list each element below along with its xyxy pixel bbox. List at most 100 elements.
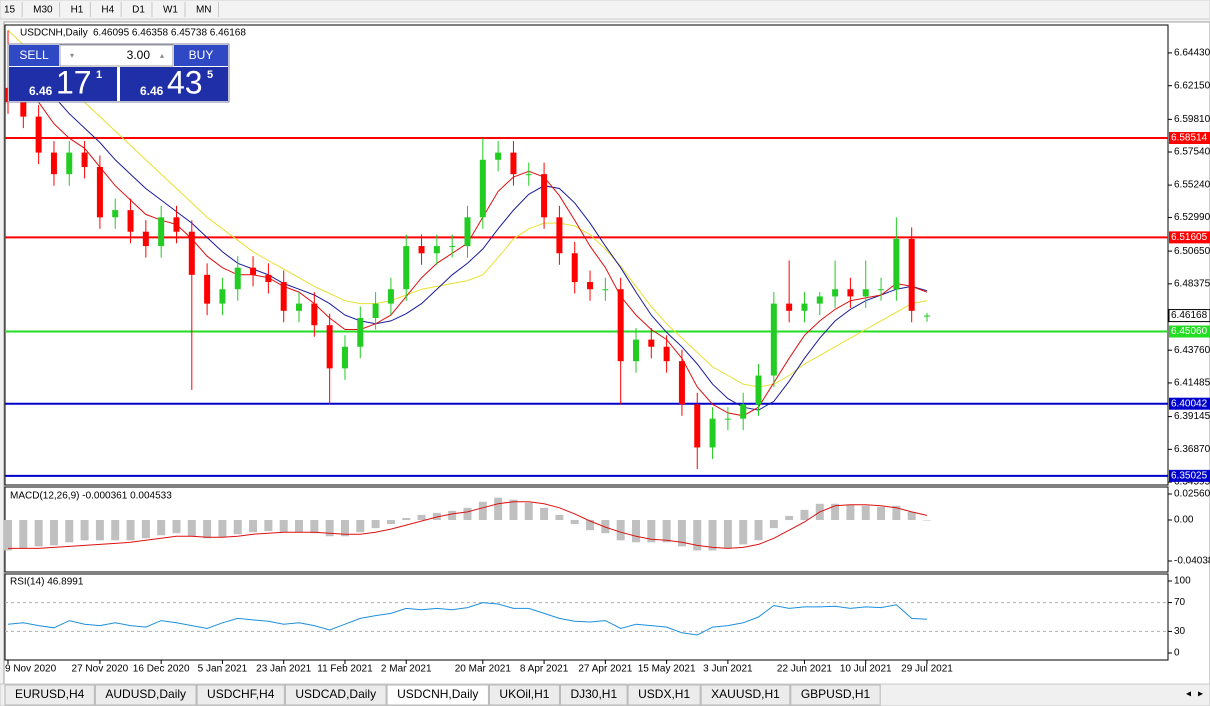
candle-body (525, 174, 532, 176)
histogram-bar (723, 520, 732, 549)
histogram-bar (264, 520, 273, 532)
y-tick-label: 100 (1174, 576, 1191, 587)
x-tick-label: 15 May 2021 (638, 664, 696, 675)
candle-body (862, 289, 869, 297)
sell-label[interactable]: SELL (19, 48, 49, 62)
buy-label[interactable]: BUY (189, 48, 214, 62)
histogram-bar (95, 520, 104, 541)
candle-body (648, 339, 655, 347)
tab-label[interactable]: AUDUSD,Daily (105, 687, 186, 701)
lot-up[interactable]: ▴ (160, 51, 164, 60)
scroll-right[interactable]: ▸ (1198, 689, 1203, 700)
candle-body (173, 217, 180, 232)
level-label-bg (1169, 231, 1210, 244)
tab-label[interactable]: XAUUSD,H1 (711, 687, 780, 701)
candle-body (632, 339, 639, 362)
histogram-bar (172, 520, 181, 534)
tab-label[interactable]: EURUSD,H4 (15, 687, 85, 701)
timeframe-button[interactable]: H4 (101, 5, 114, 16)
indicator-title: RSI(14) 46.8991 (10, 577, 84, 588)
candle-body (433, 246, 440, 254)
histogram-bar (616, 520, 625, 541)
tab-label[interactable]: USDCHF,H4 (207, 687, 275, 701)
histogram-bar (524, 502, 533, 521)
candle-body (341, 346, 348, 369)
candle-body (142, 231, 149, 247)
bid-pips[interactable]: 17 (56, 64, 92, 100)
candle-body (403, 246, 410, 290)
tab-label[interactable]: UKOil,H1 (499, 687, 549, 701)
tab[interactable] (4, 684, 95, 706)
tab[interactable] (488, 684, 560, 706)
candle-body (296, 303, 303, 311)
candle-body (158, 217, 165, 247)
level-label-bg (1169, 325, 1210, 338)
ask-box[interactable] (120, 67, 228, 101)
candle-body (50, 152, 57, 175)
histogram-bar (432, 512, 441, 521)
candle-body (127, 210, 134, 232)
timeframe-button[interactable]: 15 (4, 5, 16, 16)
x-tick-label: 22 Jun 2021 (777, 664, 832, 675)
histogram-bar (923, 520, 931, 521)
lot-down[interactable]: ▾ (70, 51, 74, 60)
candle-body (479, 159, 486, 218)
histogram-bar (861, 505, 870, 521)
tab[interactable] (700, 684, 791, 706)
bid-box[interactable] (9, 67, 117, 101)
x-tick-label: 3 Jun 2021 (703, 664, 753, 675)
buy-button[interactable] (174, 45, 228, 66)
tab[interactable] (94, 684, 197, 706)
candle-body (541, 174, 548, 218)
candle-body (265, 274, 272, 283)
lot-field[interactable] (59, 44, 174, 67)
histogram-bar (402, 517, 411, 521)
bid-point[interactable]: 1 (96, 69, 102, 81)
timeframe-button[interactable]: M30 (33, 5, 53, 16)
histogram-bar (586, 520, 595, 531)
level-label-bg (1169, 469, 1210, 482)
candle-body (250, 267, 257, 275)
histogram-bar (340, 520, 349, 537)
tab[interactable] (386, 684, 489, 706)
tab-label[interactable]: GBPUSD,H1 (801, 687, 871, 701)
tab-label[interactable]: USDCAD,Daily (295, 687, 376, 701)
current-price-bg (1168, 309, 1210, 323)
timeframe-button[interactable]: W1 (163, 5, 178, 16)
histogram-bar (448, 510, 457, 521)
tab-label[interactable]: DJ30,H1 (570, 687, 617, 701)
tab[interactable] (627, 684, 701, 706)
timeframe-button[interactable]: H1 (71, 5, 84, 16)
candle-body (709, 418, 716, 448)
candle-body (678, 361, 685, 405)
ask-point[interactable]: 5 (207, 69, 213, 81)
timeframe-button[interactable]: D1 (132, 5, 145, 16)
histogram-bar (785, 515, 794, 521)
tab[interactable] (196, 684, 285, 706)
sell-button[interactable] (9, 45, 59, 66)
lot-value[interactable]: 3.00 (127, 48, 151, 62)
candle-body (663, 346, 670, 362)
timeframe-button[interactable]: MN (196, 5, 212, 16)
moving-average (7, 44, 928, 411)
histogram-bar (555, 514, 564, 521)
histogram-bar (19, 520, 28, 549)
ask-big[interactable]: 6.46 (140, 84, 164, 98)
candle-body (602, 289, 609, 291)
tab-label[interactable]: USDX,H1 (638, 687, 690, 701)
candle-body (234, 267, 241, 290)
histogram-bar (203, 520, 212, 539)
tab[interactable] (790, 684, 881, 706)
tab-label[interactable]: USDCNH,Daily (397, 687, 478, 701)
level-label-bg (1169, 397, 1210, 410)
x-tick-label: 20 Mar 2021 (455, 664, 512, 675)
ask-pips[interactable]: 43 (167, 64, 203, 100)
tab[interactable] (559, 684, 628, 706)
bid-big[interactable]: 6.46 (29, 84, 53, 98)
candle-body (35, 116, 42, 153)
tab[interactable] (284, 684, 387, 706)
scroll-left[interactable]: ◂ (1186, 689, 1191, 700)
chart-title: USDCNH,Daily (20, 28, 88, 39)
candle-body (556, 217, 563, 254)
